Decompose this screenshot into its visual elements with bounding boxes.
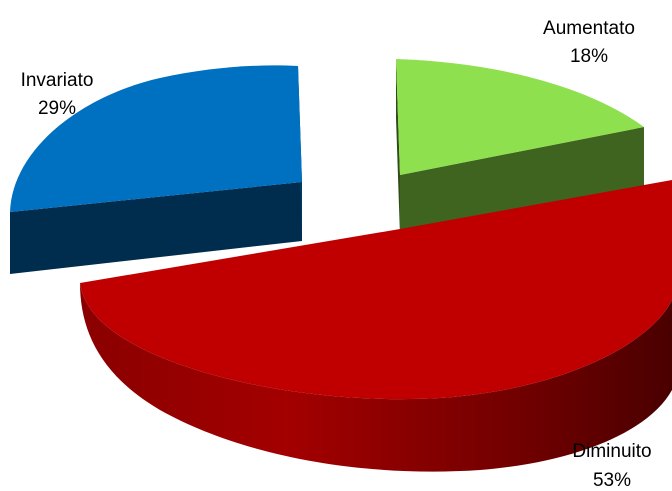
slice-diminuito-side bbox=[80, 283, 672, 472]
label-invariato-value: 29% bbox=[38, 98, 76, 119]
slice-invariato-side bbox=[10, 182, 302, 274]
label-diminuito-value: 53% bbox=[593, 470, 631, 491]
slice-invariato-top bbox=[10, 65, 302, 213]
slice-aumentato[interactable] bbox=[396, 59, 644, 235]
slice-aumentato-side bbox=[400, 127, 644, 235]
label-diminuito-name: Diminuito bbox=[572, 441, 651, 462]
slice-aumentato-top bbox=[396, 59, 644, 175]
slice-invariato[interactable] bbox=[10, 65, 302, 274]
slice-aumentato-side-cut bbox=[396, 59, 400, 235]
slice-diminuito[interactable] bbox=[80, 180, 672, 472]
label-aumentato-name: Aumentato bbox=[543, 18, 635, 39]
slice-diminuito-top bbox=[80, 180, 672, 400]
label-aumentato-value: 18% bbox=[570, 46, 608, 67]
label-invariato-name: Invariato bbox=[21, 70, 94, 91]
